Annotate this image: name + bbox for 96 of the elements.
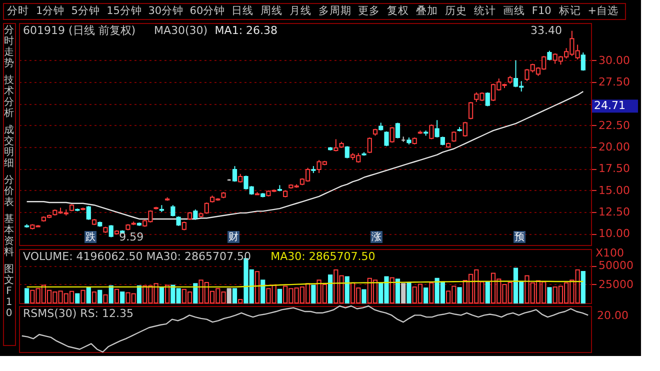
candlestick xyxy=(108,224,114,238)
candlestick xyxy=(344,146,350,159)
candlestick xyxy=(485,92,490,107)
text: 图文F10 xyxy=(4,264,14,319)
bar xyxy=(395,278,400,304)
bar xyxy=(457,287,462,304)
candlestick xyxy=(170,204,176,217)
text: 1分钟 xyxy=(36,5,65,17)
bar xyxy=(120,292,125,304)
candlestick xyxy=(86,205,91,220)
bar xyxy=(362,289,366,304)
candlestick xyxy=(580,52,586,72)
bar xyxy=(311,284,316,304)
text: 分时 xyxy=(7,4,29,17)
text: 24.71 xyxy=(594,99,626,112)
bar xyxy=(401,283,406,304)
text: 15分钟 xyxy=(106,5,142,17)
bar xyxy=(260,280,266,304)
candlestick xyxy=(547,50,552,61)
bar xyxy=(108,285,114,304)
candlestick xyxy=(395,122,400,139)
candlestick xyxy=(367,136,372,154)
bar xyxy=(406,282,412,304)
bar xyxy=(159,288,164,304)
y-tick-label: 30.00 xyxy=(598,54,630,67)
annotation: 预 xyxy=(514,232,524,243)
candlestick xyxy=(434,120,440,138)
bar xyxy=(98,290,102,304)
bar xyxy=(24,288,30,304)
text: F10 xyxy=(532,5,552,17)
candlestick xyxy=(176,216,181,226)
y-tick-label: 25000 xyxy=(598,278,634,291)
text: 叠加 xyxy=(416,4,438,17)
candlestick xyxy=(334,138,338,152)
chart-title: RSMS(30) RS: 12.35 xyxy=(23,307,134,320)
annotation: 财 xyxy=(228,231,238,243)
bar xyxy=(277,288,282,304)
y-tick-label: 22.50 xyxy=(598,118,630,132)
text: 复权 xyxy=(386,5,409,17)
candlestick xyxy=(390,126,394,144)
bar xyxy=(485,281,490,304)
text: 周线 xyxy=(260,4,282,17)
annotation: 33.40 xyxy=(530,24,562,37)
annotation: 涨 xyxy=(372,231,382,243)
text: 月线 xyxy=(289,4,312,17)
text: 5分钟 xyxy=(71,5,100,17)
candlestick xyxy=(193,208,198,220)
bar xyxy=(232,288,238,304)
candlestick xyxy=(452,130,456,142)
bar xyxy=(86,288,91,304)
candlestick xyxy=(462,121,468,138)
text: 多周期 xyxy=(318,5,352,17)
text: 分时走势 xyxy=(4,24,14,69)
text: +自选 xyxy=(588,4,619,17)
text: 画线 xyxy=(502,4,525,17)
y-tick-label: 12.50 xyxy=(598,206,630,219)
text: 30分钟 xyxy=(148,5,184,17)
annotation: 跌 xyxy=(86,231,96,243)
text: 基本资料 xyxy=(4,213,14,258)
text: 成交明细 xyxy=(4,124,14,169)
y-tick-label: 20.00 xyxy=(598,140,630,154)
bar xyxy=(226,288,232,304)
bar xyxy=(344,276,350,304)
y-tick-label: 10.00 xyxy=(598,227,630,240)
text: 日线 xyxy=(231,4,254,17)
y-tick-label: 17.50 xyxy=(598,162,630,176)
line-series xyxy=(26,90,584,220)
chart-title: 601919 (日线 前复权) xyxy=(23,24,136,37)
text: 分价表 xyxy=(3,174,14,208)
bar xyxy=(424,288,428,304)
y-tick-label: 15.00 xyxy=(598,184,630,197)
y-tick-label: 50000 xyxy=(598,259,634,272)
text: 60分钟 xyxy=(190,5,226,17)
candlestick xyxy=(468,101,474,120)
candlestick xyxy=(204,202,209,214)
y-tick-label: 27.50 xyxy=(598,75,630,88)
chart-subtitle: MA30(30) xyxy=(154,24,208,37)
candlestick xyxy=(384,130,389,147)
y-axis-title: X100 xyxy=(596,246,624,260)
annotation: 9.59 xyxy=(119,230,144,244)
bar xyxy=(193,283,198,304)
bar xyxy=(580,271,586,304)
bar xyxy=(75,293,80,304)
bar xyxy=(547,287,552,304)
text: 历史 xyxy=(444,4,467,17)
candlestick xyxy=(429,124,434,140)
text: MA1: 26.38 xyxy=(214,24,278,37)
text: 更多 xyxy=(358,5,380,17)
text: 标记 xyxy=(558,5,581,17)
candlestick xyxy=(232,166,238,182)
bar xyxy=(136,285,142,304)
series-label: MA30: 2865707.50 xyxy=(270,250,376,263)
chart-title: VOLUME: 4196062.50 MA30: 2865707.50 xyxy=(23,250,251,263)
bar xyxy=(328,274,333,304)
text: 技术分析 xyxy=(3,74,14,119)
text: 统计 xyxy=(474,4,496,17)
